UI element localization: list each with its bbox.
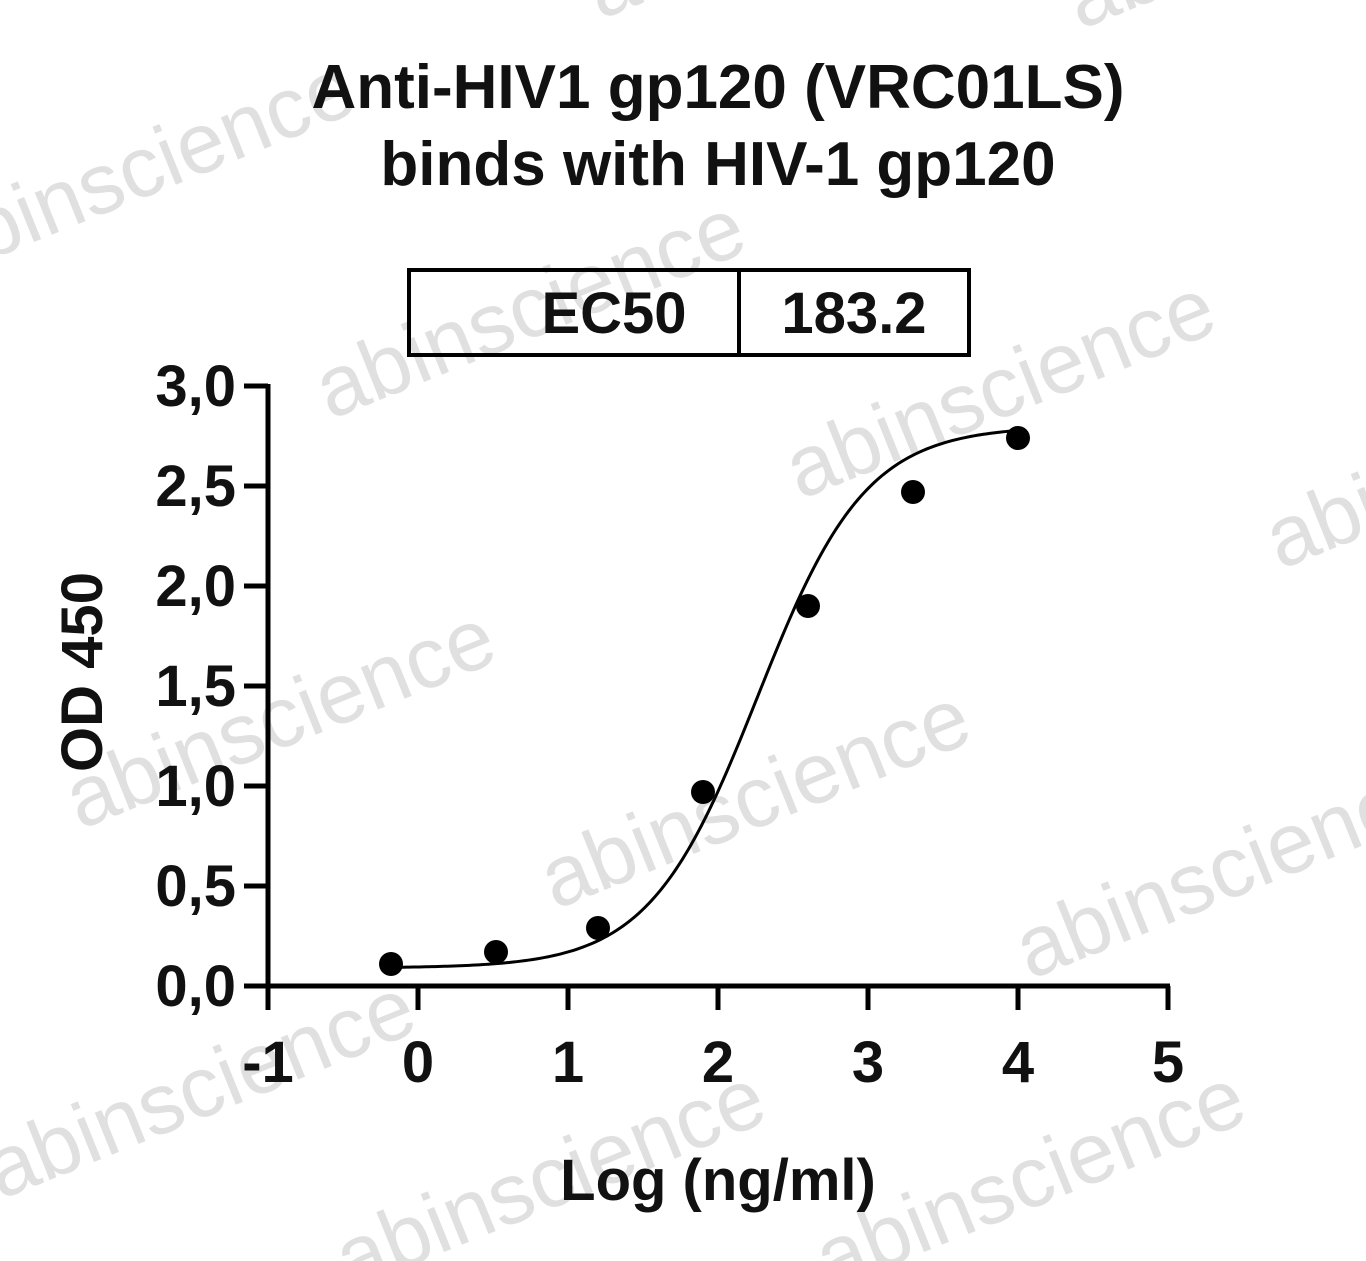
ec50-table-border bbox=[407, 268, 971, 357]
data-point bbox=[691, 780, 715, 804]
data-point bbox=[796, 594, 820, 618]
ec50-value: 183.2 bbox=[781, 281, 926, 346]
data-point bbox=[586, 916, 610, 940]
y-tick-label: 0,0 bbox=[155, 954, 236, 1019]
chart-title-line-2: binds with HIV-1 gp120 bbox=[380, 130, 1055, 199]
x-tick-label: 4 bbox=[1002, 1030, 1034, 1095]
y-tick-label: 2,0 bbox=[155, 554, 236, 619]
data-point bbox=[901, 480, 925, 504]
x-tick-label: -1 bbox=[242, 1030, 294, 1095]
x-tick-label: 1 bbox=[552, 1030, 584, 1095]
ticks: 0,0 0,5 1,0 1,5 2,0 2,5 3,0 -1 0 1 2 3 4 5 bbox=[155, 354, 1184, 1095]
chart-title-line-1: Anti-HIV1 gp120 (VRC01LS) bbox=[311, 53, 1124, 122]
y-tick-label: 3,0 bbox=[155, 354, 236, 419]
y-axis-label: OD 450 bbox=[50, 572, 115, 772]
watermark-text: abinscience bbox=[1051, 0, 1366, 48]
y-tick-label: 1,5 bbox=[155, 654, 236, 719]
y-tick-label: 2,5 bbox=[155, 454, 236, 519]
data-point bbox=[484, 940, 508, 964]
watermark-text: abinscience bbox=[301, 178, 758, 437]
watermark-text: abinscience bbox=[1001, 738, 1366, 997]
data-point bbox=[379, 952, 403, 976]
x-tick-label: 0 bbox=[402, 1030, 434, 1095]
ec50-label: EC50 bbox=[541, 281, 686, 346]
x-axis-label: Log (ng/ml) bbox=[560, 1148, 876, 1213]
data-points bbox=[379, 426, 1030, 976]
y-tick-label: 1,0 bbox=[155, 754, 236, 819]
x-tick-label: 5 bbox=[1152, 1030, 1184, 1095]
x-tick-label: 2 bbox=[702, 1030, 734, 1095]
watermark-text: abinscience bbox=[1251, 328, 1366, 587]
x-tick-label: 3 bbox=[852, 1030, 884, 1095]
watermark-text: abinscience bbox=[51, 588, 508, 847]
ec50-table: EC50 183.2 bbox=[407, 268, 971, 357]
y-tick-label: 0,5 bbox=[155, 854, 236, 919]
data-point bbox=[1006, 426, 1030, 450]
watermark-text: abinscience bbox=[571, 0, 1028, 38]
